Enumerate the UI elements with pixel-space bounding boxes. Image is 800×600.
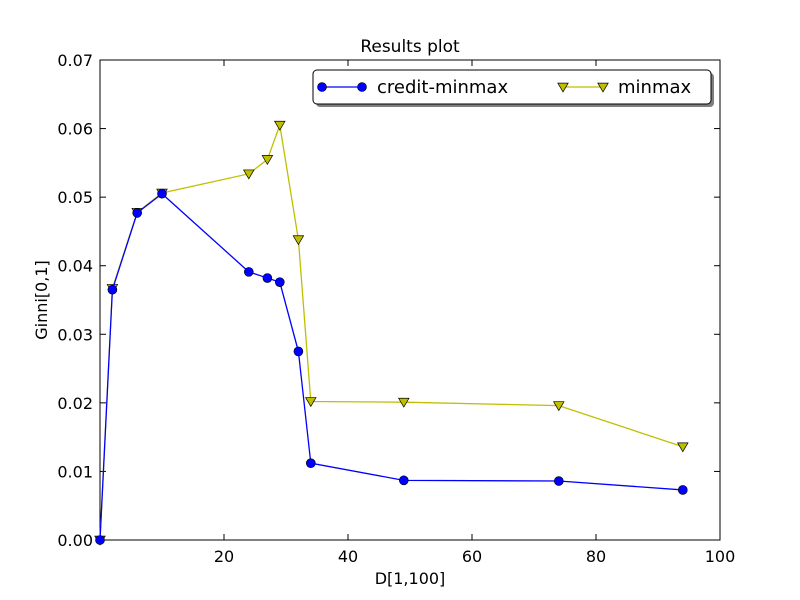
data-point	[397, 397, 410, 408]
data-point	[157, 188, 167, 199]
y-tick-label: 0.06	[57, 120, 93, 139]
y-tick-label: 0.02	[57, 394, 93, 413]
data-point	[292, 235, 305, 246]
data-point	[305, 458, 316, 469]
legend-label: credit-minmax	[377, 77, 508, 98]
y-axis: 0.00 0.01 0.02 0.03 0.04 0.05 0.06 0.07	[57, 51, 720, 550]
data-point	[273, 120, 286, 131]
plot-area	[99, 59, 721, 541]
series-line	[99, 192, 683, 541]
legend: credit-minmax minmax	[312, 69, 714, 107]
data-point	[676, 442, 689, 453]
data-point	[262, 273, 273, 283]
data-point	[293, 346, 304, 357]
x-axis-label: D[1,100]	[375, 569, 446, 588]
x-tick-label: 100	[705, 547, 736, 566]
legend-entry: minmax	[557, 77, 692, 98]
data-point	[398, 475, 409, 486]
y-tick-label: 0.00	[57, 531, 93, 550]
data-point	[132, 208, 142, 218]
data-point	[244, 267, 254, 277]
series-credit-minmax	[95, 188, 688, 545]
data-point	[107, 284, 118, 295]
data-point	[677, 485, 688, 495]
x-axis: 20 40 60 80 100	[214, 60, 735, 566]
y-tick-label: 0.01	[57, 462, 93, 481]
y-tick-label: 0.07	[57, 51, 93, 70]
x-tick-label: 80	[586, 547, 606, 566]
y-axis-label: Ginni[0,1]	[32, 260, 51, 340]
data-point	[95, 535, 105, 545]
legend-marker	[357, 82, 367, 92]
y-tick-label: 0.04	[57, 257, 93, 276]
x-tick-label: 60	[462, 547, 482, 566]
legend-marker	[557, 82, 569, 93]
legend-marker	[317, 82, 327, 92]
x-tick-label: 20	[214, 547, 234, 566]
data-point	[304, 397, 317, 408]
data-point	[553, 476, 564, 486]
chart-title: Results plot	[360, 37, 460, 57]
data-point	[552, 401, 565, 412]
legend-marker	[597, 82, 609, 93]
x-tick-label: 40	[338, 547, 358, 566]
data-point	[261, 155, 274, 166]
legend-label: minmax	[618, 77, 692, 98]
y-tick-label: 0.05	[57, 188, 93, 207]
data-point	[242, 169, 255, 180]
series-layer	[94, 120, 689, 546]
legend-box	[312, 69, 712, 105]
legend-entry: credit-minmax	[317, 77, 508, 98]
y-tick-label: 0.03	[57, 325, 93, 344]
data-point	[274, 277, 285, 287]
